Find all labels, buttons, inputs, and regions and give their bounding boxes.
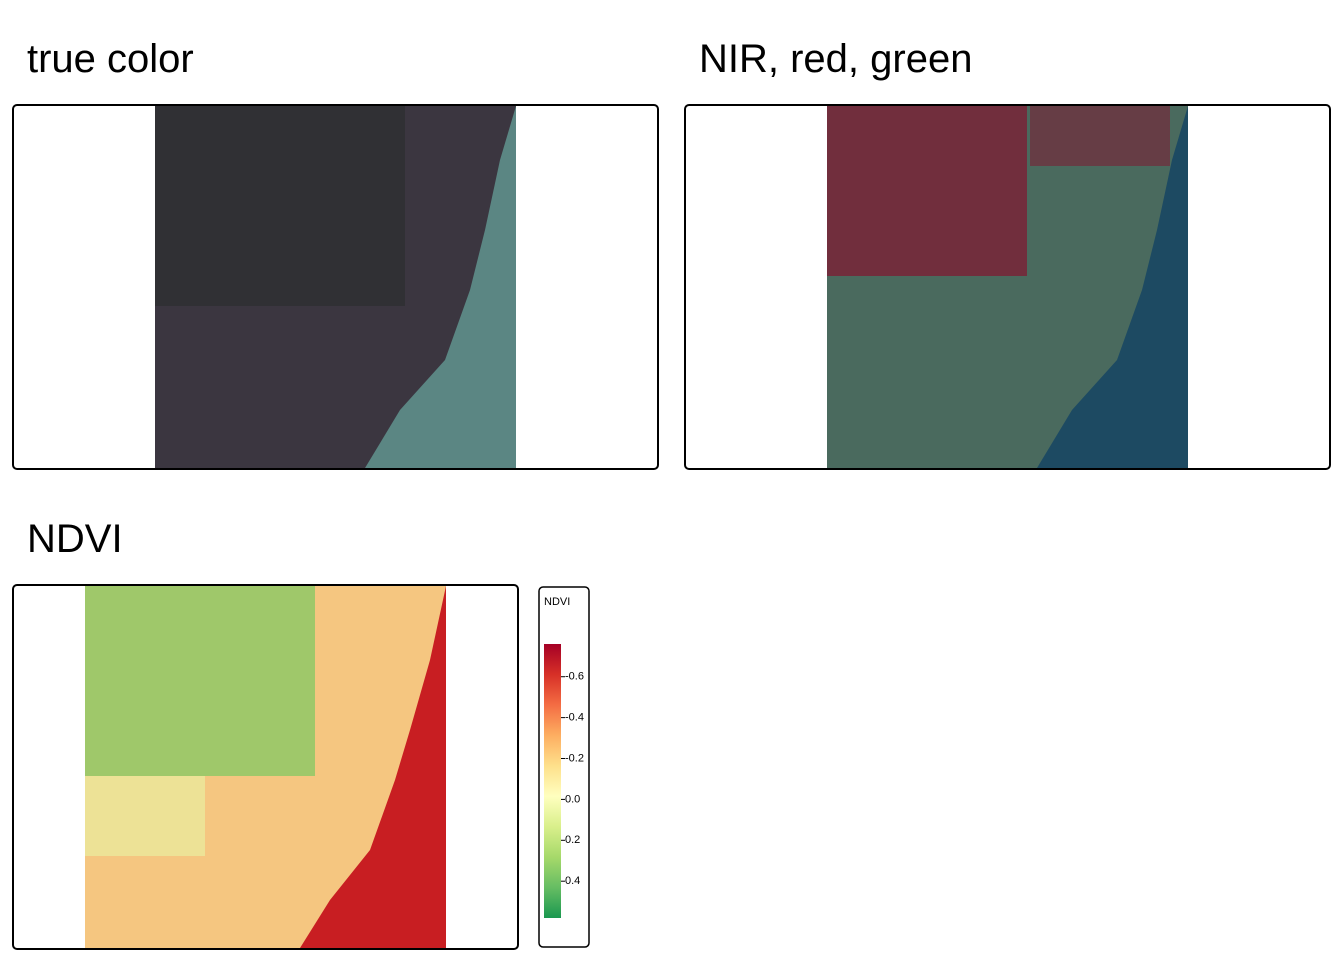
legend-tick-label: 0.2	[565, 834, 580, 846]
color-bar	[544, 644, 561, 918]
true-color-image	[155, 106, 516, 468]
legend-tick-label: -0.2	[565, 752, 584, 764]
legend-tick-label: 0.4	[565, 875, 580, 887]
panel-title: true color	[27, 37, 194, 81]
ndvi-image	[85, 586, 446, 948]
false-color-image	[827, 106, 1188, 468]
legend-tick-label: -0.4	[565, 712, 584, 724]
panel-title: NDVI	[27, 517, 123, 561]
panel-title: NIR, red, green	[699, 37, 972, 81]
legend-tick-label: -0.6	[565, 671, 584, 683]
legend-title: NDVI	[544, 596, 570, 608]
legend-tick-label: 0.0	[565, 793, 580, 805]
